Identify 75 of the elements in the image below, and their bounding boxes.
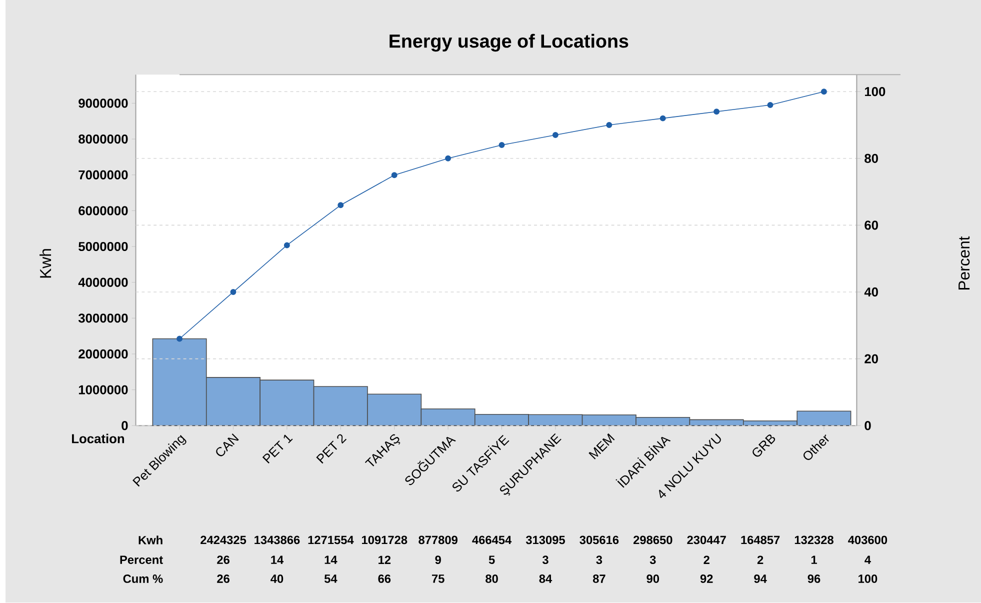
text: 3: [650, 556, 656, 564]
y2-tick-label: 0: [864, 421, 871, 430]
text: 40: [270, 574, 284, 584]
text: 2: [757, 556, 764, 564]
text: 12: [378, 556, 391, 564]
text: 14: [271, 556, 284, 564]
text: 1091728: [362, 536, 408, 544]
text: 230447: [687, 536, 726, 544]
text: 75: [432, 574, 444, 584]
text: 96: [808, 574, 820, 584]
y-tick-label: 9000000: [78, 98, 128, 108]
text: 313095: [526, 536, 565, 544]
y-tick-label: 1000000: [78, 385, 128, 395]
text: 90: [646, 574, 660, 584]
point: [820, 88, 827, 95]
text: 66: [378, 574, 391, 584]
text: 164857: [741, 536, 780, 544]
text: 92: [700, 574, 713, 584]
text: 87: [592, 574, 606, 584]
point: [284, 242, 290, 248]
point: [552, 132, 558, 138]
x-axis-title: Location: [72, 434, 124, 444]
text: 84: [539, 574, 552, 584]
text: 3: [542, 556, 548, 564]
point: [445, 156, 452, 162]
y2-tick-label: 60: [864, 220, 878, 230]
point: [660, 116, 666, 122]
y-tick-label: 7000000: [78, 170, 128, 180]
text: 54: [324, 574, 338, 584]
y-tick-label: 0: [122, 421, 128, 430]
text: 5: [488, 556, 495, 564]
text: 1343866: [254, 536, 300, 544]
y-tick-label: 6000000: [78, 206, 128, 216]
text: 877809: [418, 536, 458, 544]
y-tick-label: 2000000: [78, 350, 128, 359]
y-tick-label: 4000000: [78, 278, 128, 288]
text: Percent: [120, 556, 163, 564]
point: [714, 108, 720, 115]
text: Cum %: [123, 574, 163, 584]
text: 26: [217, 556, 230, 564]
text: 298650: [633, 536, 672, 544]
y-tick-label: 8000000: [78, 134, 128, 144]
text: 305616: [580, 536, 619, 544]
point: [230, 289, 236, 296]
text: 4: [864, 556, 871, 564]
y2-axis-title: Percent: [958, 236, 970, 290]
text: 14: [324, 556, 338, 564]
text: 1271554: [308, 536, 354, 544]
text: 2: [704, 556, 710, 564]
text: 94: [754, 574, 767, 584]
y-tick-label: 3000000: [78, 314, 128, 323]
text: 9: [435, 556, 441, 564]
text: 403600: [848, 536, 888, 544]
text: 132328: [794, 536, 834, 544]
text: 26: [217, 574, 230, 584]
y2-tick-label: 80: [864, 154, 878, 164]
y2-tick-label: 100: [864, 87, 886, 96]
point: [498, 142, 505, 148]
text: 100: [858, 574, 878, 584]
point: [176, 336, 183, 342]
point: [338, 202, 344, 208]
text: 80: [486, 574, 498, 584]
point: [391, 172, 398, 178]
chart-title: Energy usage of Locations: [390, 34, 628, 52]
text: 2424325: [200, 536, 246, 544]
point: [606, 122, 612, 128]
y-axis-title: Kwh: [40, 249, 52, 278]
y2-tick-label: 20: [864, 354, 878, 364]
y-tick-label: 5000000: [78, 242, 128, 252]
point: [767, 102, 774, 108]
y2-tick-label: 40: [864, 288, 878, 297]
text: 3: [596, 556, 602, 564]
text: 466454: [472, 536, 512, 544]
text: 1: [811, 556, 817, 564]
text: Kwh: [138, 536, 162, 544]
